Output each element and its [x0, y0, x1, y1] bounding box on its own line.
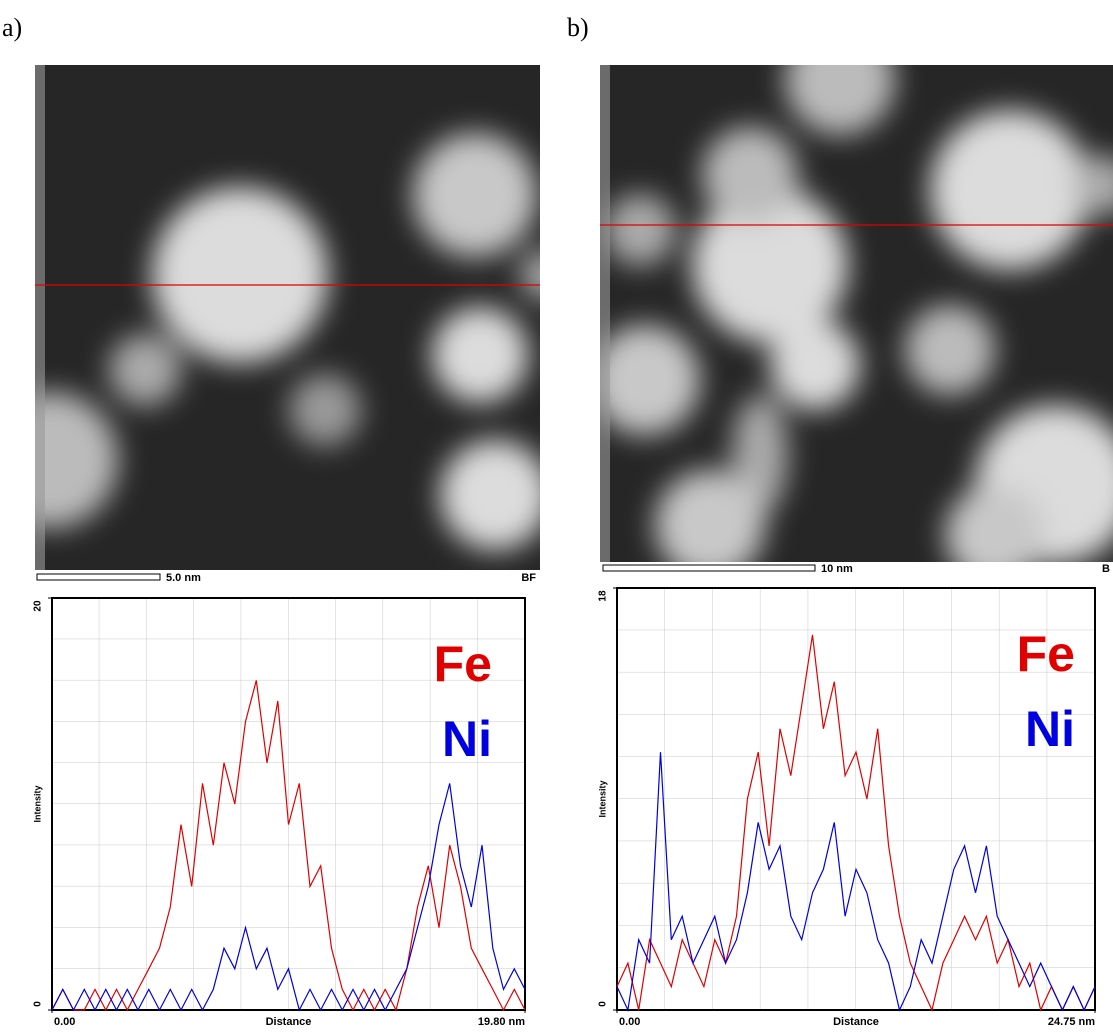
x-tick-label: 0.00 — [54, 1016, 75, 1028]
legend-entry: Fe — [1017, 626, 1075, 682]
scale-bar-label: 5.0 nm — [166, 572, 201, 584]
y-axis-label: Intensity — [597, 780, 607, 817]
profile-line — [616, 752, 1096, 1013]
micrograph — [35, 65, 540, 570]
y-tick-label: 0 — [33, 1001, 44, 1007]
plot-area — [51, 597, 526, 1011]
detector-label: B — [1102, 563, 1110, 575]
legend-entry: Ni — [442, 711, 492, 767]
plot-area — [616, 587, 1096, 1011]
legend-entry: Ni — [1025, 701, 1075, 757]
x-axis-label: Distance — [266, 1016, 312, 1028]
legend-entry: Fe — [434, 636, 492, 692]
x-axis-label: Distance — [833, 1016, 879, 1028]
profile-line — [51, 680, 526, 1012]
panel-label: b) — [567, 13, 589, 42]
profile-line — [616, 634, 1096, 1012]
x-tick-label: 24.75 nm — [1048, 1016, 1095, 1028]
y-tick-label: 0 — [598, 1001, 609, 1007]
y-tick-label: 18 — [598, 590, 609, 602]
y-tick-label: 20 — [33, 600, 44, 612]
detector-label: BF — [521, 572, 536, 584]
panel-label: a) — [2, 13, 22, 42]
profile-line — [51, 783, 526, 1012]
micrograph — [600, 65, 1113, 562]
scale-bar-label: 10 nm — [821, 563, 853, 575]
x-tick-label: 19.80 nm — [478, 1016, 525, 1028]
y-axis-label: Intensity — [32, 785, 42, 822]
x-tick-label: 0.00 — [619, 1016, 640, 1028]
